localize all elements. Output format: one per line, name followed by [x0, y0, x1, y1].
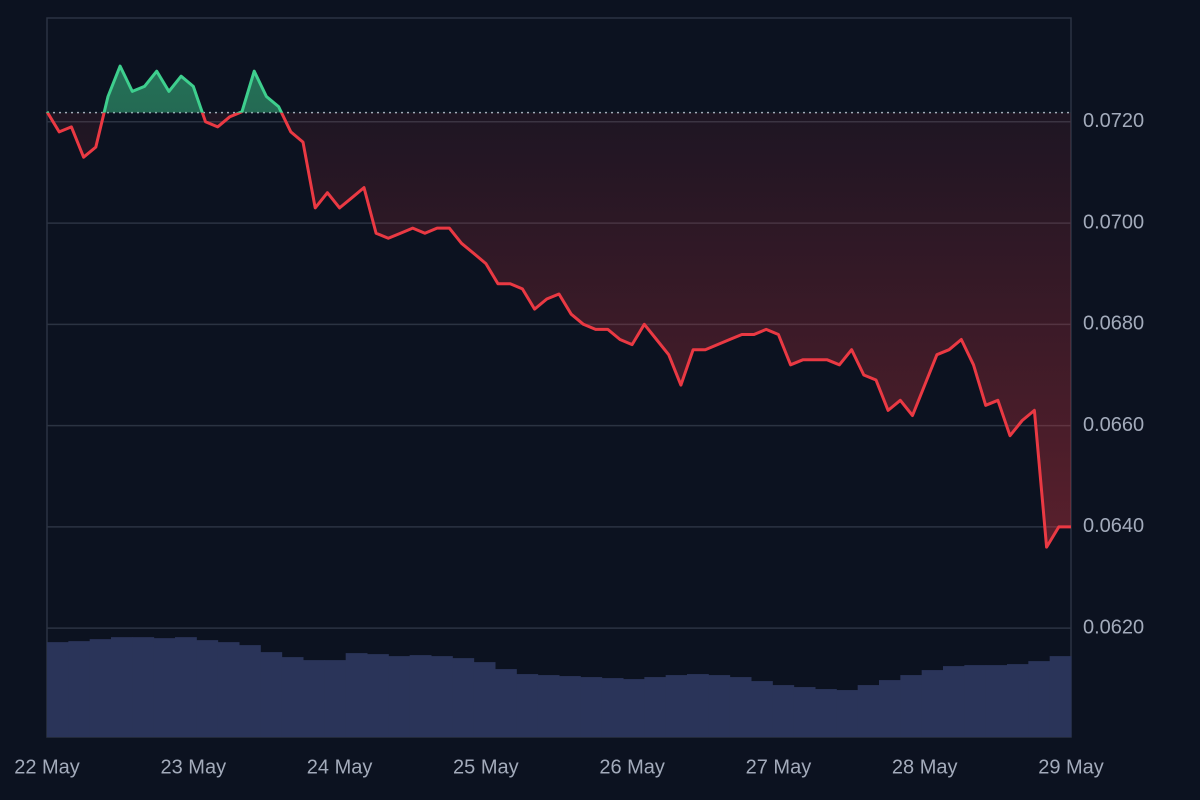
x-tick-label: 23 May [160, 756, 226, 778]
volume-bar [281, 657, 304, 737]
volume-bar [1028, 661, 1051, 737]
volume-bar [665, 675, 688, 737]
x-tick-label: 25 May [453, 756, 519, 778]
volume-bar [239, 645, 261, 737]
volume-bar [793, 687, 816, 737]
volume-bar [495, 669, 517, 737]
volume-bar [345, 653, 368, 737]
volume-bar [367, 654, 389, 737]
area-down [47, 112, 1071, 548]
volume-bar [836, 690, 859, 737]
volume-bar [431, 656, 453, 737]
volume-bar [303, 660, 325, 737]
volume-bar [324, 660, 347, 737]
volume-bar [964, 665, 987, 737]
volume-bar [857, 685, 880, 737]
x-tick-label: 29 May [1038, 756, 1104, 778]
volume-bar [153, 638, 176, 737]
x-tick-label: 26 May [599, 756, 665, 778]
volume-bar [111, 637, 133, 737]
volume-bar [452, 658, 475, 737]
y-tick-label: 0.0640 [1083, 515, 1144, 537]
volume-bar [559, 676, 581, 737]
volume-bar [89, 639, 112, 737]
volume-bar [132, 637, 155, 737]
volume-bar [175, 637, 197, 737]
volume-bar [623, 679, 645, 737]
volume-bar [687, 674, 709, 737]
volume-bar [1049, 656, 1072, 737]
y-tick-label: 0.0720 [1083, 110, 1144, 132]
volume-bar [473, 662, 496, 737]
volume-bar [644, 677, 667, 737]
volume-bar [601, 678, 624, 737]
volume-bar [943, 666, 965, 737]
volume-bar [47, 642, 69, 737]
volume-bar [708, 675, 731, 737]
volume-bar [815, 689, 837, 737]
volume-bar [537, 675, 560, 737]
area-up [47, 66, 1071, 113]
volume-bar [260, 652, 283, 737]
y-tick-label: 0.0680 [1083, 313, 1144, 335]
volume-bar [751, 681, 773, 737]
y-tick-label: 0.0660 [1083, 414, 1144, 436]
x-tick-label: 22 May [14, 756, 80, 778]
volume-bar [1007, 664, 1029, 737]
volume-bar [879, 680, 901, 737]
volume-bar [729, 677, 752, 737]
x-tick-label: 24 May [307, 756, 373, 778]
x-tick-label: 28 May [892, 756, 958, 778]
y-tick-label: 0.0620 [1083, 616, 1144, 638]
volume-bar [217, 642, 240, 737]
volume-bar [388, 656, 411, 737]
volume-bar [516, 674, 539, 737]
volume-bar [68, 641, 91, 737]
volume-bar [580, 677, 603, 737]
x-tick-label: 27 May [746, 756, 812, 778]
volume-bar [772, 685, 795, 737]
volume-bar [409, 655, 432, 737]
volume-bar [900, 675, 923, 737]
volume-bar [921, 670, 944, 737]
y-tick-label: 0.0700 [1083, 211, 1144, 233]
volume-bar [196, 640, 219, 737]
volume-bar [985, 665, 1008, 737]
price-line-down [45, 112, 1071, 549]
